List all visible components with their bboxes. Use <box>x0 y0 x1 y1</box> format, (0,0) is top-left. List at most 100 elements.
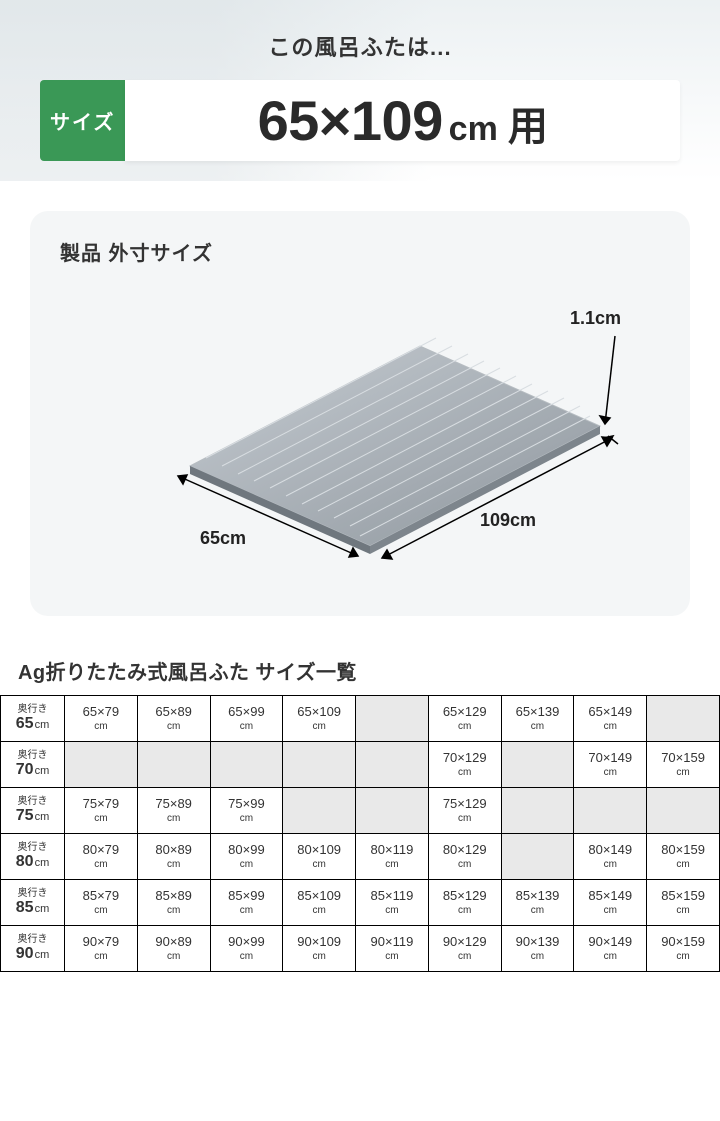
size-cell[interactable]: 80×149cm <box>574 834 647 880</box>
size-cell[interactable]: 70×129cm <box>428 742 501 788</box>
size-cell[interactable]: 90×79cm <box>65 926 138 972</box>
size-cell[interactable]: 85×89 cm <box>137 880 210 926</box>
cell-dim: 80×159 <box>661 842 705 857</box>
table-row: 奥行き90cm90×79cm90×89cm90×99cm90×109cm90×1… <box>1 926 720 972</box>
size-cell[interactable]: 75×99cm <box>210 788 283 834</box>
cell-unit: cm <box>285 721 353 733</box>
size-cell[interactable]: 85×129cm <box>428 880 501 926</box>
size-cell[interactable]: 90×99cm <box>210 926 283 972</box>
size-cell <box>283 742 356 788</box>
size-cell[interactable]: 75×129cm <box>428 788 501 834</box>
size-cell[interactable]: 90×139cm <box>501 926 574 972</box>
size-cell[interactable]: 90×119cm <box>356 926 429 972</box>
size-cell[interactable]: 65×99cm <box>210 696 283 742</box>
cell-unit: cm <box>140 905 208 917</box>
depth-unit: cm <box>35 857 50 869</box>
cell-dim: 90×79 <box>83 934 120 949</box>
size-cell[interactable]: 85×79cm <box>65 880 138 926</box>
row-label: 奥行き <box>3 888 62 900</box>
table-title: Ag折りたたみ式風呂ふた サイズ一覧 <box>0 656 720 695</box>
size-cell[interactable]: 90×109cm <box>283 926 356 972</box>
size-cell[interactable]: 70×159cm <box>647 742 720 788</box>
cell-dim: 65×89 <box>155 704 192 719</box>
row-label: 奥行き <box>3 796 62 808</box>
cell-dim: 85×89 <box>155 888 192 903</box>
row-depth: 70cm <box>16 761 49 778</box>
cell-unit: cm <box>431 767 499 779</box>
size-suffix: 用 <box>508 94 548 152</box>
size-cell <box>647 788 720 834</box>
row-header: 奥行き70cm <box>1 742 65 788</box>
size-cell[interactable]: 90×89cm <box>137 926 210 972</box>
cell-dim: 75×79 <box>83 796 120 811</box>
row-header: 奥行き80cm <box>1 834 65 880</box>
row-label: 奥行き <box>3 842 62 854</box>
size-cell[interactable]: 65×109cm <box>283 696 356 742</box>
row-label: 奥行き <box>3 750 62 762</box>
size-cell[interactable]: 65×79cm <box>65 696 138 742</box>
cell-unit: cm <box>213 721 281 733</box>
size-cell[interactable]: 85×109cm <box>283 880 356 926</box>
size-cell[interactable]: 90×129cm <box>428 926 501 972</box>
cell-unit: cm <box>67 905 135 917</box>
size-cell[interactable]: 65×149cm <box>574 696 647 742</box>
size-cell[interactable]: 90×159cm <box>647 926 720 972</box>
row-header: 奥行き65cm <box>1 696 65 742</box>
cell-dim: 80×79 <box>83 842 120 857</box>
cell-unit: cm <box>358 905 426 917</box>
row-label: 奥行き <box>3 934 62 946</box>
cell-dim: 80×109 <box>297 842 341 857</box>
size-cell[interactable]: 85×119cm <box>356 880 429 926</box>
size-cell[interactable]: 85×149cm <box>574 880 647 926</box>
dimension-title: 製品 外寸サイズ <box>60 237 660 266</box>
cell-dim: 65×79 <box>83 704 120 719</box>
row-depth: 80cm <box>16 853 49 870</box>
size-cell[interactable]: 65×139cm <box>501 696 574 742</box>
cell-unit: cm <box>576 905 644 917</box>
cell-dim: 65×129 <box>443 704 487 719</box>
tagline: この風呂ふたは... <box>0 30 720 62</box>
size-main: 65×109 <box>258 88 443 153</box>
cell-dim: 90×99 <box>228 934 265 949</box>
size-cell[interactable]: 70×149cm <box>574 742 647 788</box>
size-cell[interactable]: 90×149cm <box>574 926 647 972</box>
cell-unit: cm <box>431 859 499 871</box>
cell-dim: 90×159 <box>661 934 705 949</box>
cell-dim: 75×89 <box>155 796 192 811</box>
size-box: 65×109 cm 用 <box>125 80 680 161</box>
cell-dim: 65×139 <box>516 704 560 719</box>
cell-unit: cm <box>213 813 281 825</box>
cell-unit: cm <box>504 951 572 963</box>
cell-dim: 80×149 <box>588 842 632 857</box>
size-cell[interactable]: 85×139cm <box>501 880 574 926</box>
hero-section: この風呂ふたは... サイズ 65×109 cm 用 <box>0 0 720 181</box>
size-cell <box>137 742 210 788</box>
size-cell[interactable]: 80×79cm <box>65 834 138 880</box>
cell-dim: 85×129 <box>443 888 487 903</box>
size-cell[interactable]: 80×119cm <box>356 834 429 880</box>
cell-dim: 80×119 <box>371 842 414 857</box>
size-cell[interactable]: 75×79cm <box>65 788 138 834</box>
cell-dim: 65×149 <box>588 704 632 719</box>
size-cell <box>501 742 574 788</box>
size-cell[interactable]: 65×89cm <box>137 696 210 742</box>
size-cell[interactable]: 85×159cm <box>647 880 720 926</box>
size-cell <box>574 788 647 834</box>
size-cell[interactable]: 80×99cm <box>210 834 283 880</box>
cell-dim: 85×99 <box>228 888 265 903</box>
size-cell <box>501 834 574 880</box>
size-cell[interactable]: 80×89cm <box>137 834 210 880</box>
size-cell[interactable]: 75×89 cm <box>137 788 210 834</box>
thickness-label: 1.1cm <box>570 308 621 328</box>
size-cell[interactable]: 85×99cm <box>210 880 283 926</box>
cell-dim: 85×109 <box>297 888 341 903</box>
size-cell[interactable]: 80×129cm <box>428 834 501 880</box>
size-cell[interactable]: 65×129cm <box>428 696 501 742</box>
table-row: 奥行き65cm65×79cm65×89cm65×99cm65×109cm65×1… <box>1 696 720 742</box>
cell-unit: cm <box>576 951 644 963</box>
cell-unit: cm <box>140 813 208 825</box>
cell-unit: cm <box>431 951 499 963</box>
size-cell[interactable]: 80×159cm <box>647 834 720 880</box>
size-cell[interactable]: 80×109cm <box>283 834 356 880</box>
cell-dim: 80×99 <box>228 842 265 857</box>
